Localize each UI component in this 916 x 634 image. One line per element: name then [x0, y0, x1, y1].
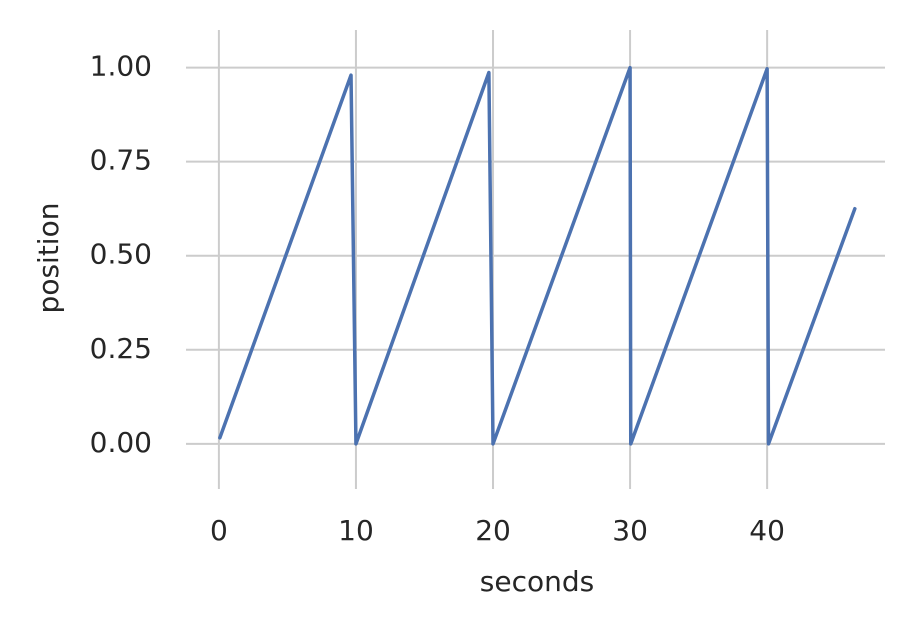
x-axis-label: seconds — [480, 565, 594, 598]
y-tick-label: 0.50 — [90, 238, 152, 271]
y-tick-label: 0.25 — [90, 332, 152, 365]
x-tick-label: 0 — [210, 514, 228, 547]
x-tick-label: 20 — [475, 514, 511, 547]
y-axis-label: position — [32, 203, 65, 314]
y-tick-label: 1.00 — [90, 50, 152, 83]
x-tick-label: 10 — [338, 514, 374, 547]
x-tick-label: 40 — [749, 514, 785, 547]
x-tick-label: 30 — [612, 514, 648, 547]
y-tick-label: 0.00 — [90, 426, 152, 459]
y-tick-label: 0.75 — [90, 144, 152, 177]
data-line — [218, 65, 857, 446]
